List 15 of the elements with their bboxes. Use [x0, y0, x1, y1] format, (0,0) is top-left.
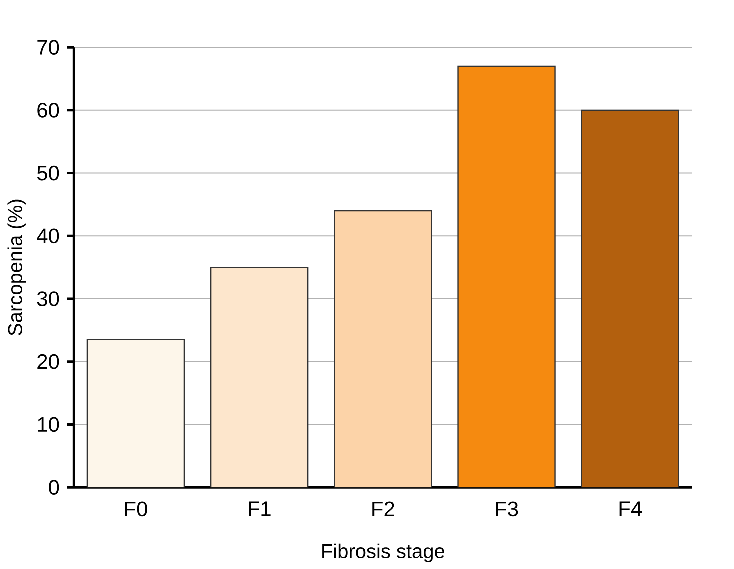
- y-tick-label: 60: [38, 102, 60, 118]
- y-tick-label: 50: [37, 166, 60, 180]
- y-tick-label: 70: [38, 40, 60, 55]
- x-tick-label: F2: [372, 502, 394, 516]
- x-tick-label: F1: [249, 502, 271, 516]
- y-tick-label: 30: [37, 291, 60, 306]
- x-tick-label: F0: [125, 502, 148, 516]
- y-tick-label: 10: [38, 417, 60, 432]
- y-axis-title: Sarcopenia (%): [8, 200, 26, 336]
- x-tick-label: F4: [620, 502, 642, 516]
- y-tick-label: 0: [49, 480, 60, 495]
- x-tick-label: F3: [496, 502, 518, 516]
- y-tick-label: 20: [38, 354, 60, 370]
- y-tick-label: 40: [37, 228, 60, 244]
- x-axis-title: Fibrosis stage: [322, 544, 444, 562]
